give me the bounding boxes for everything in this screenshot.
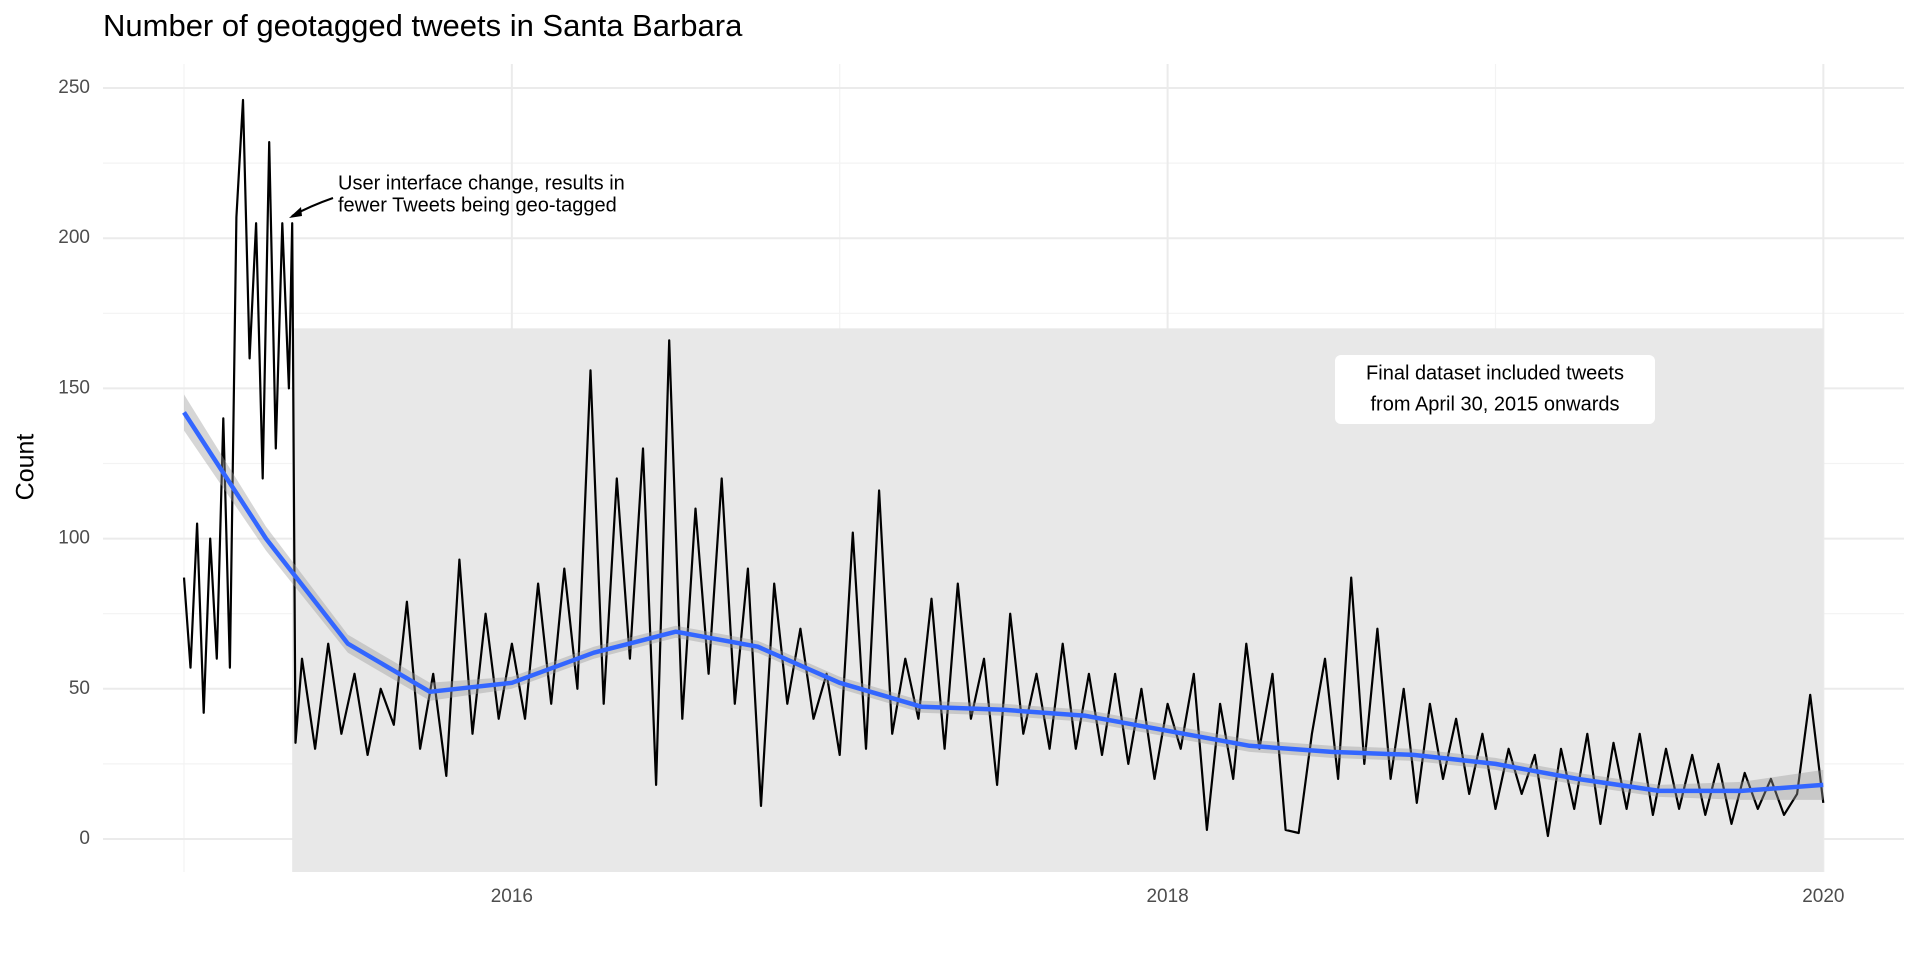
y-axis-label: Count [12, 434, 40, 501]
y-tick-label: 150 [58, 377, 90, 398]
chart-title: Number of geotagged tweets in Santa Barb… [103, 8, 743, 43]
x-tick-label: 2016 [491, 886, 533, 907]
smooth-line [182, 411, 1824, 794]
y-tick-label: 200 [58, 227, 90, 248]
x-tick-label: 2020 [1802, 886, 1844, 907]
y-tick-label: 0 [79, 828, 90, 849]
annotation-text: User interface change, results in [338, 172, 625, 194]
y-tick-label: 100 [58, 528, 90, 549]
arrow-head [289, 207, 302, 218]
annotation-text: from April 30, 2015 onwards [1370, 393, 1619, 415]
annotation-box [1335, 355, 1655, 424]
y-tick-label: 50 [69, 678, 90, 699]
y-tick-label: 250 [58, 77, 90, 98]
annotation-text: Final dataset included tweets [1366, 362, 1624, 384]
x-tick-label: 2018 [1146, 886, 1188, 907]
annotation-text: fewer Tweets being geo-tagged [338, 194, 617, 216]
data-line [182, 98, 1825, 838]
